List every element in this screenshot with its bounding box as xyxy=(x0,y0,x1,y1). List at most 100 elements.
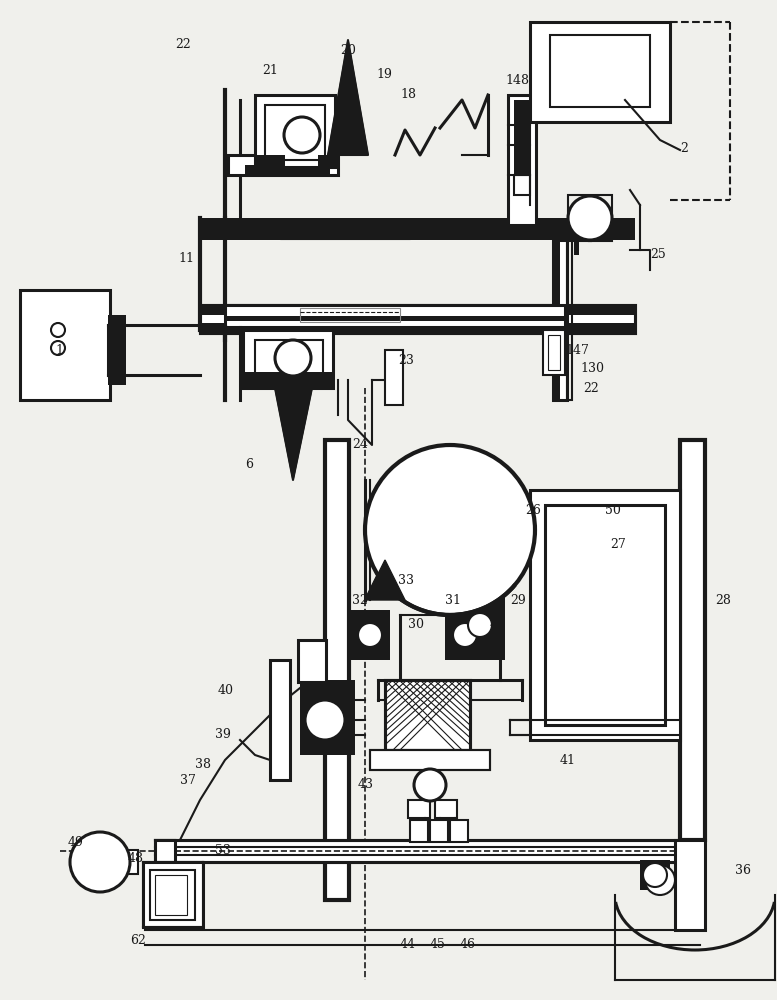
Bar xyxy=(265,105,325,160)
Text: 29: 29 xyxy=(510,593,526,606)
Bar xyxy=(567,240,572,400)
Bar xyxy=(574,240,579,255)
Text: 39: 39 xyxy=(215,728,231,742)
Text: 20: 20 xyxy=(340,43,356,56)
Bar xyxy=(200,305,635,333)
Bar xyxy=(553,240,560,400)
Text: 40: 40 xyxy=(218,684,234,696)
Text: 30: 30 xyxy=(408,618,424,632)
Bar xyxy=(155,840,175,868)
Bar xyxy=(370,750,490,770)
Bar xyxy=(245,165,330,177)
Bar xyxy=(680,440,705,840)
Bar xyxy=(325,440,349,900)
Bar xyxy=(315,372,333,388)
Text: 24: 24 xyxy=(352,438,368,452)
Bar xyxy=(300,680,355,755)
Text: 32: 32 xyxy=(352,593,368,606)
Circle shape xyxy=(453,623,477,647)
Text: 25: 25 xyxy=(650,248,666,261)
Bar xyxy=(20,290,110,400)
Text: 42: 42 xyxy=(490,618,506,632)
Bar xyxy=(508,95,536,225)
Circle shape xyxy=(414,769,446,801)
Text: 37: 37 xyxy=(180,774,196,786)
Bar xyxy=(200,323,635,333)
Bar xyxy=(530,22,670,122)
Bar xyxy=(280,225,410,239)
Text: 148: 148 xyxy=(505,74,529,87)
Circle shape xyxy=(643,863,667,887)
Text: 18: 18 xyxy=(400,89,416,102)
Bar xyxy=(155,840,695,862)
Bar xyxy=(548,335,560,370)
Bar xyxy=(460,590,505,660)
Circle shape xyxy=(305,700,345,740)
Text: 49: 49 xyxy=(68,836,84,850)
Text: 50: 50 xyxy=(605,504,621,516)
Bar xyxy=(640,860,670,890)
Bar xyxy=(568,195,612,241)
Bar xyxy=(318,155,335,167)
Text: 45: 45 xyxy=(430,938,446,952)
Polygon shape xyxy=(365,560,405,600)
Circle shape xyxy=(70,832,130,892)
Bar xyxy=(150,870,195,920)
Text: 147: 147 xyxy=(565,344,589,357)
Bar xyxy=(408,800,430,818)
Text: 27: 27 xyxy=(610,538,625,552)
Bar xyxy=(385,680,470,750)
Bar xyxy=(228,155,338,175)
Text: 6: 6 xyxy=(245,458,253,472)
Bar xyxy=(255,95,335,167)
Bar xyxy=(225,316,565,321)
Bar xyxy=(108,315,126,385)
Text: 31: 31 xyxy=(445,593,461,606)
Bar xyxy=(200,305,635,333)
Circle shape xyxy=(365,445,535,615)
Text: 62: 62 xyxy=(130,934,146,946)
Bar xyxy=(298,640,326,682)
Bar xyxy=(553,240,567,400)
Text: 53: 53 xyxy=(215,844,231,856)
Text: 46: 46 xyxy=(460,938,476,952)
Text: 22: 22 xyxy=(583,381,599,394)
Bar xyxy=(370,750,490,770)
Text: 11: 11 xyxy=(178,251,194,264)
Text: 2: 2 xyxy=(680,141,688,154)
Circle shape xyxy=(645,865,675,895)
Text: 33: 33 xyxy=(398,574,414,586)
Bar xyxy=(155,875,187,915)
Circle shape xyxy=(51,323,65,337)
Bar xyxy=(545,505,665,725)
Bar xyxy=(243,330,333,388)
Text: 130: 130 xyxy=(580,361,604,374)
Bar xyxy=(245,372,255,388)
Bar xyxy=(543,330,565,375)
Bar xyxy=(300,308,400,322)
Polygon shape xyxy=(275,388,312,480)
Circle shape xyxy=(358,623,382,647)
Text: 41: 41 xyxy=(560,754,576,766)
Text: 22: 22 xyxy=(175,38,190,51)
Polygon shape xyxy=(328,40,368,155)
Bar xyxy=(350,610,390,660)
Bar xyxy=(514,175,530,195)
Circle shape xyxy=(51,341,65,355)
Text: 36: 36 xyxy=(735,863,751,876)
Text: 43: 43 xyxy=(358,778,374,792)
Circle shape xyxy=(468,613,492,637)
Text: 28: 28 xyxy=(715,593,731,606)
Bar xyxy=(530,490,680,740)
Circle shape xyxy=(284,117,320,153)
Text: 48: 48 xyxy=(128,852,144,864)
Bar xyxy=(450,820,468,842)
Circle shape xyxy=(275,340,311,376)
Bar xyxy=(270,660,290,780)
Text: 26: 26 xyxy=(525,504,541,516)
Bar xyxy=(675,840,705,930)
Bar xyxy=(225,305,565,327)
Bar xyxy=(550,35,650,107)
Text: 44: 44 xyxy=(400,938,416,952)
Text: 1: 1 xyxy=(55,344,63,357)
